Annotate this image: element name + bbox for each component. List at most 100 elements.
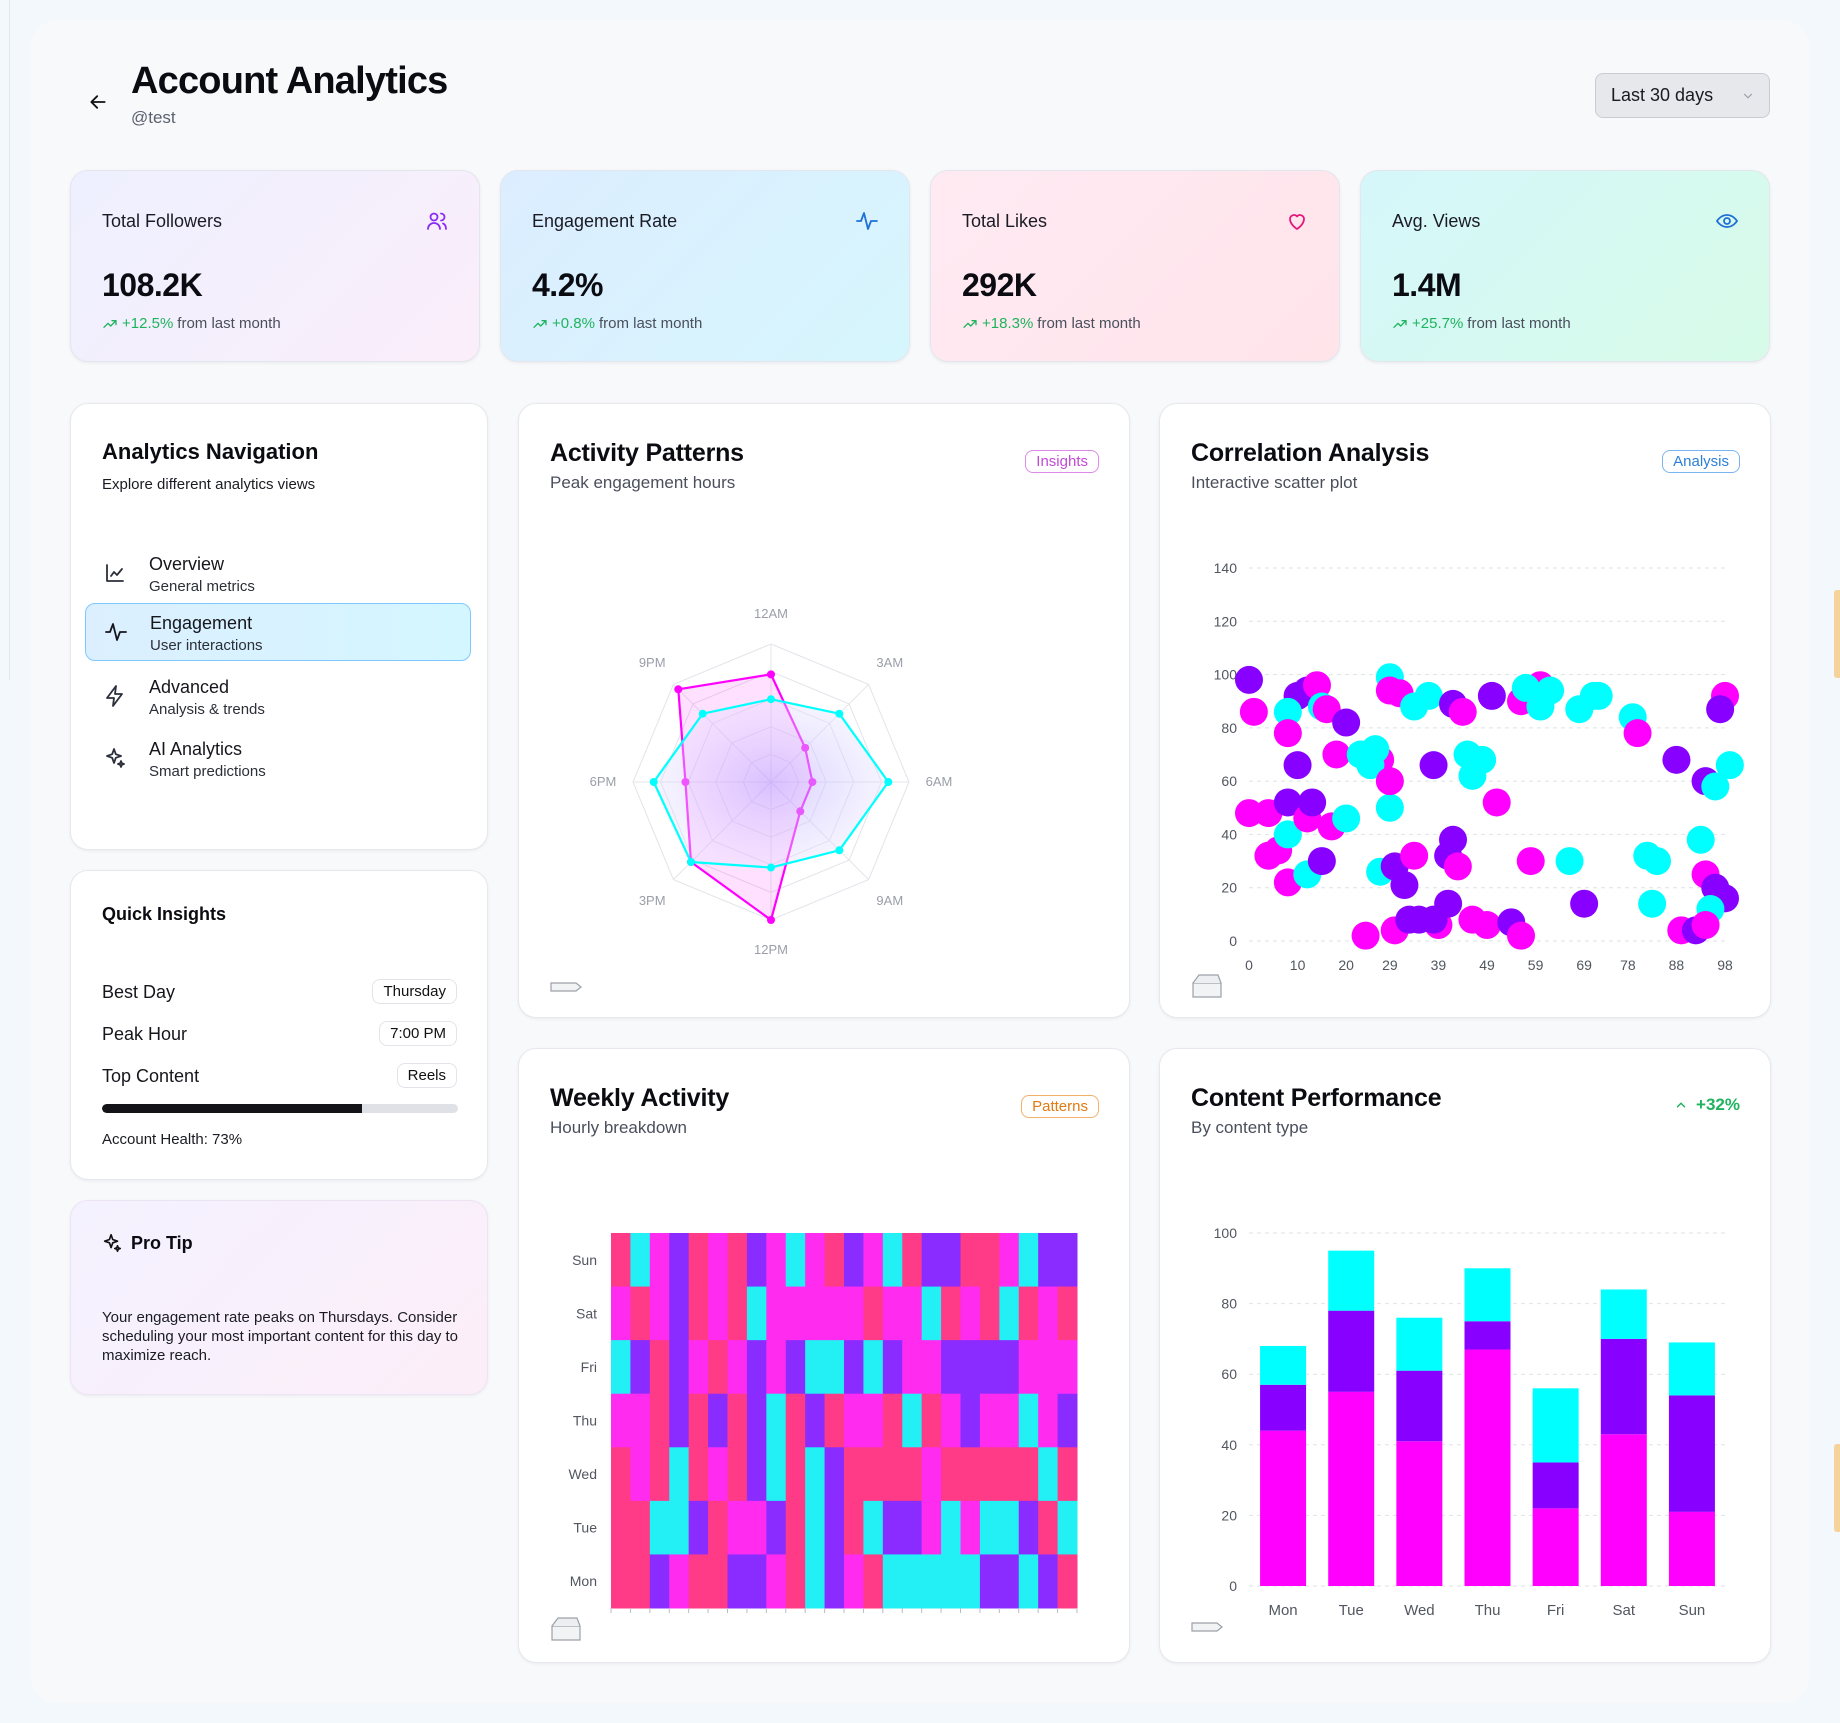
export-icon[interactable] bbox=[549, 1612, 583, 1642]
heatmap-chart: Sun Sat Fri Thu Wed Tue Mon bbox=[568, 1233, 1078, 1613]
heatmap-cell bbox=[960, 1500, 981, 1555]
nav-item-label: Advanced bbox=[149, 677, 230, 697]
heatmap-cell bbox=[611, 1447, 631, 1502]
heatmap-cell bbox=[902, 1233, 923, 1288]
heatmap-cell bbox=[941, 1500, 961, 1555]
scatter-point bbox=[1468, 745, 1497, 774]
heatmap-cell bbox=[649, 1554, 670, 1609]
heatmap-cell bbox=[688, 1554, 709, 1609]
card-subtitle: By content type bbox=[1191, 1118, 1309, 1137]
nav-item-ai-analytics[interactable]: AI Analytics Smart predictions bbox=[85, 730, 471, 788]
heatmap-cell bbox=[630, 1286, 651, 1341]
bar-x-label: Sun bbox=[1679, 1602, 1706, 1619]
heatmap-cell bbox=[941, 1554, 961, 1609]
trending-up-icon bbox=[533, 319, 547, 328]
scatter-point bbox=[1332, 708, 1361, 737]
heatmap-cell bbox=[766, 1393, 787, 1448]
heatmap-cell bbox=[727, 1340, 748, 1395]
scatter-x-tick: 98 bbox=[1717, 957, 1733, 973]
heatmap-cell bbox=[921, 1500, 942, 1555]
nav-item-sub: User interactions bbox=[150, 637, 263, 654]
heatmap-cell bbox=[863, 1233, 884, 1288]
date-range-select[interactable]: Last 30 days bbox=[1595, 73, 1770, 118]
scatter-point bbox=[1555, 847, 1584, 876]
heatmap-cell bbox=[999, 1500, 1020, 1555]
stat-value: 1.4M bbox=[1392, 267, 1462, 303]
sparkles-icon bbox=[103, 1233, 122, 1253]
trend-indicator: +32% bbox=[1674, 1095, 1740, 1115]
heatmap-cell bbox=[999, 1286, 1020, 1341]
export-icon[interactable] bbox=[1190, 969, 1224, 999]
scatter-point bbox=[1400, 841, 1429, 870]
bar-x-label: Fri bbox=[1547, 1602, 1565, 1619]
nav-item-overview[interactable]: Overview General metrics bbox=[85, 545, 471, 603]
heatmap-cell bbox=[805, 1233, 826, 1288]
heatmap-cell bbox=[669, 1500, 690, 1555]
bar-segment-violet bbox=[1600, 1338, 1647, 1435]
heatmap-cell bbox=[611, 1393, 631, 1448]
back-button[interactable] bbox=[82, 86, 114, 118]
card-subtitle: Peak engagement hours bbox=[550, 473, 736, 492]
export-icon[interactable] bbox=[549, 972, 583, 1002]
scatter-x-tick: 29 bbox=[1382, 957, 1398, 973]
scatter-point bbox=[1443, 852, 1472, 881]
heatmap-cell bbox=[727, 1393, 748, 1448]
radar-point-magenta bbox=[674, 685, 683, 694]
eye-icon bbox=[1715, 214, 1739, 228]
heatmap-cell bbox=[824, 1447, 845, 1502]
bar-segment-magenta bbox=[1464, 1349, 1511, 1586]
bar-segment-cyan bbox=[1532, 1388, 1579, 1463]
nav-item-engagement[interactable]: Engagement User interactions bbox=[85, 603, 471, 661]
heatmap-cell bbox=[902, 1447, 923, 1502]
scatter-x-tick: 10 bbox=[1290, 957, 1306, 973]
scatter-point bbox=[1239, 697, 1268, 726]
heatmap-cell bbox=[630, 1554, 651, 1609]
heatmap-cell bbox=[727, 1447, 748, 1502]
heatmap-cell bbox=[669, 1340, 690, 1395]
heatmap-cell bbox=[979, 1447, 1000, 1502]
scatter-point bbox=[1516, 847, 1545, 876]
scatter-point bbox=[1273, 788, 1302, 817]
heatmap-cell bbox=[708, 1286, 728, 1341]
heatmap-cell bbox=[727, 1500, 748, 1555]
account-handle: @test bbox=[131, 108, 176, 127]
stat-change: +0.8% from last month bbox=[532, 315, 702, 332]
scatter-point bbox=[1273, 719, 1302, 748]
heatmap-cell bbox=[746, 1554, 767, 1609]
radar-axis-label: 12PM bbox=[754, 942, 788, 957]
scatter-point bbox=[1375, 767, 1404, 796]
export-icon[interactable] bbox=[1190, 1612, 1224, 1642]
heatmap-cell bbox=[1057, 1447, 1078, 1502]
heatmap-cell bbox=[960, 1393, 981, 1448]
nav-item-label: Overview bbox=[149, 554, 225, 574]
stat-change-suffix: from last month bbox=[1037, 315, 1141, 332]
heatmap-cell bbox=[882, 1233, 903, 1288]
heatmap-cell bbox=[1057, 1500, 1078, 1555]
bar-segment-violet bbox=[1260, 1384, 1307, 1431]
scatter-point bbox=[1584, 681, 1613, 710]
nav-item-advanced[interactable]: Advanced Analysis & trends bbox=[85, 668, 471, 726]
heatmap-cell bbox=[611, 1500, 631, 1555]
heatmap-cell bbox=[611, 1554, 631, 1609]
analytics-nav-card: Analytics Navigation Explore different a… bbox=[70, 403, 488, 850]
heatmap-cell bbox=[649, 1286, 670, 1341]
card-subtitle: Interactive scatter plot bbox=[1191, 473, 1358, 492]
heatmap-cell bbox=[921, 1340, 942, 1395]
chevron-down-icon bbox=[1743, 93, 1753, 99]
heatmap-row-label: Wed bbox=[568, 1466, 597, 1482]
heatmap-cell bbox=[688, 1286, 709, 1341]
heatmap-cell bbox=[1038, 1554, 1059, 1609]
bar-x-label: Sat bbox=[1613, 1602, 1636, 1619]
heatmap-cell bbox=[669, 1554, 690, 1609]
heatmap-cell bbox=[611, 1340, 631, 1395]
pro-tip-text: Your engagement rate peaks on Thursdays.… bbox=[102, 1309, 459, 1364]
scatter-x-tick: 78 bbox=[1620, 957, 1636, 973]
stat-card-likes: Total Likes 292K +18.3% from last month bbox=[930, 170, 1340, 362]
stat-change-pct: +0.8% bbox=[552, 315, 595, 332]
stat-value: 4.2% bbox=[532, 267, 603, 303]
scatter-point bbox=[1405, 905, 1433, 934]
scatter-x-tick: 0 bbox=[1245, 957, 1253, 973]
heatmap-cell bbox=[999, 1447, 1020, 1502]
heatmap-cell bbox=[1057, 1554, 1078, 1609]
heatmap-cell bbox=[669, 1286, 690, 1341]
